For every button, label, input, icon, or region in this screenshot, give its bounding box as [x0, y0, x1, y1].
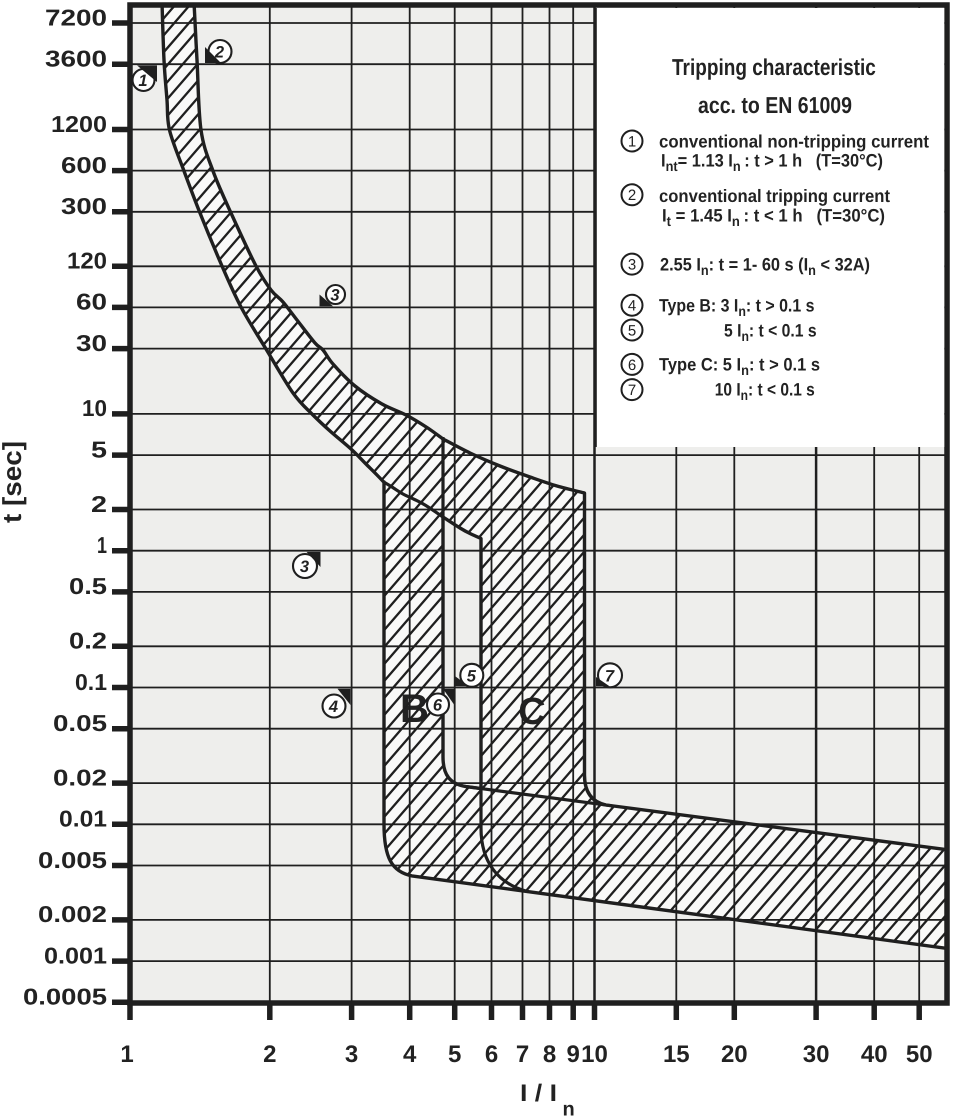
svg-text:4: 4 [403, 1041, 417, 1068]
svg-text:20: 20 [721, 1041, 748, 1068]
svg-text:1: 1 [120, 1041, 133, 1068]
svg-text:8: 8 [543, 1041, 556, 1068]
svg-text:n: n [563, 1099, 575, 1120]
svg-text:7200: 7200 [45, 4, 107, 30]
svg-text:1: 1 [138, 72, 147, 90]
svg-text:30: 30 [803, 1041, 830, 1068]
svg-text:600: 600 [61, 152, 107, 178]
svg-text:9: 9 [567, 1041, 580, 1068]
svg-text:10: 10 [581, 1041, 608, 1068]
svg-text:5: 5 [467, 667, 477, 685]
svg-text:300: 300 [61, 193, 107, 219]
svg-text:1200: 1200 [51, 111, 107, 137]
svg-text:C: C [518, 691, 545, 733]
svg-text:B: B [400, 687, 429, 731]
svg-text:2: 2 [214, 44, 224, 62]
svg-text:6: 6 [485, 1041, 498, 1068]
svg-text:15: 15 [663, 1041, 690, 1068]
svg-text:6: 6 [433, 697, 443, 715]
svg-text:60: 60 [76, 289, 107, 315]
svg-text:Tripping characteristic: Tripping characteristic [672, 54, 876, 80]
svg-text:3600: 3600 [45, 46, 107, 72]
svg-text:It​ = 1.45 In ​: t < 1 h (T=: It​ = 1.45 In ​: t < 1 h (T=30°C) [662, 206, 885, 230]
svg-text:3: 3 [330, 287, 339, 305]
svg-text:50: 50 [906, 1041, 933, 1068]
svg-text:3: 3 [628, 257, 636, 274]
svg-text:1: 1 [97, 532, 107, 558]
svg-text:2: 2 [263, 1041, 276, 1068]
svg-text:0.2: 0.2 [69, 628, 107, 654]
svg-text:0.5: 0.5 [69, 573, 107, 599]
svg-text:4: 4 [328, 698, 338, 716]
svg-text:10: 10 [82, 395, 107, 421]
svg-text:30: 30 [76, 330, 107, 356]
svg-text:6: 6 [628, 357, 636, 374]
svg-text:0.0005: 0.0005 [23, 984, 107, 1010]
svg-text:0.02: 0.02 [53, 764, 107, 790]
svg-text:0.05: 0.05 [53, 710, 107, 736]
svg-text:Int​= 1.13 In ​: t > 1 h (T=: Int​= 1.13 In ​: t > 1 h (T=30°C) [661, 151, 883, 175]
svg-text:0.002: 0.002 [38, 901, 107, 927]
svg-text:3: 3 [345, 1041, 358, 1068]
svg-text:acc. to EN 61009: acc. to EN 61009 [698, 92, 852, 118]
svg-text:2.55 In​: t = 1- 60 s (In​ < 3: 2.55 In​: t = 1- 60 s (In​ < 32A) [660, 255, 870, 279]
svg-text:0.005: 0.005 [38, 847, 107, 873]
svg-text:5: 5 [448, 1041, 461, 1068]
svg-text:I / I: I / I [520, 1080, 557, 1107]
svg-text:5: 5 [91, 436, 107, 462]
svg-text:Type C: 5 In​: t > 0.1 s: Type C: 5 In​: t > 0.1 s [659, 355, 820, 379]
svg-text:7: 7 [628, 382, 636, 399]
svg-text:5: 5 [628, 322, 636, 339]
svg-text:t [sec]: t [sec] [0, 441, 27, 523]
svg-text:Type B: 3 In​: t > 0.1 s: Type B: 3 In​: t > 0.1 s [659, 296, 814, 320]
svg-text:0.1: 0.1 [75, 669, 107, 695]
svg-text:3: 3 [300, 558, 309, 576]
svg-text:0.001: 0.001 [44, 942, 107, 968]
svg-text:0.01: 0.01 [59, 806, 107, 832]
svg-text:120: 120 [67, 248, 107, 274]
svg-text:40: 40 [861, 1041, 888, 1068]
svg-text:2: 2 [91, 491, 107, 517]
svg-text:7: 7 [516, 1041, 529, 1068]
svg-text:conventional non-tripping curr: conventional non-tripping current [659, 132, 929, 152]
svg-text:5 In​: t < 0.1 s: 5 In​: t < 0.1 s [724, 321, 817, 345]
svg-text:7: 7 [605, 667, 615, 685]
svg-text:10 In​: t < 0.1 s: 10 In​: t < 0.1 s [715, 380, 815, 404]
svg-text:1: 1 [628, 133, 636, 150]
svg-text:conventional tripping current: conventional tripping current [659, 186, 890, 206]
svg-text:2: 2 [628, 187, 636, 204]
svg-text:4: 4 [628, 298, 636, 315]
